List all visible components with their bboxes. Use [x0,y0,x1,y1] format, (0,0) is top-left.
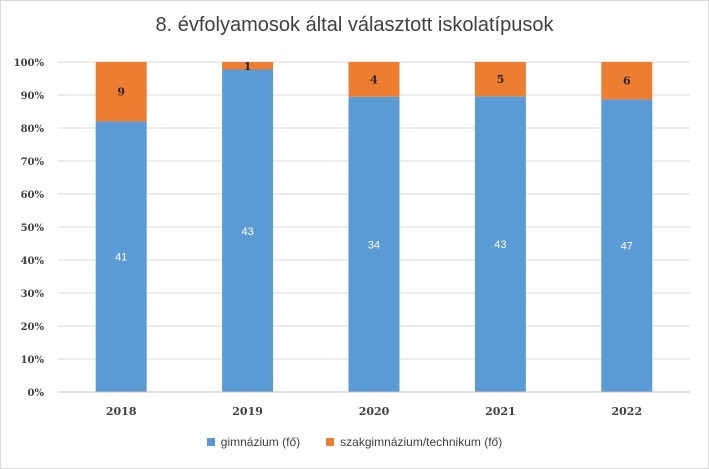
bar-segment [95,62,147,122]
data-label: 43 [241,226,253,238]
data-label: 41 [115,252,127,264]
x-tick-label: 2021 [485,405,516,418]
chart-title: 8. évfolyamosok által választott iskolat… [155,14,554,36]
y-tick-label: 40% [21,256,45,267]
y-tick-label: 70% [21,157,45,168]
bar-segment [222,62,274,70]
data-label: 43 [494,239,506,251]
data-label: 47 [621,241,633,253]
x-tick-label: 2019 [232,405,263,418]
legend-label-szakgimnazium: szakgimnázium/technikum (fő) [340,435,503,449]
legend: gimnázium (fő) szakgimnázium/technikum (… [0,435,709,449]
legend-item-gimnazium: gimnázium (fő) [206,435,301,449]
legend-swatch-szakgimnazium [326,438,335,446]
y-tick-label: 20% [21,322,45,333]
bar-segment [601,99,653,392]
y-tick-label: 50% [21,223,45,234]
legend-label-gimnazium: gimnázium (fő) [220,435,301,449]
bar-segment [348,96,400,392]
y-tick-label: 90% [21,91,45,102]
x-tick-label: 2022 [611,405,642,418]
legend-swatch-gimnazium [206,438,215,446]
y-tick-label: 80% [21,124,45,135]
data-label: 1 [244,60,252,73]
bar-segment [95,121,147,393]
y-tick-label: 100% [14,58,45,69]
bar-segment [601,62,653,100]
y-tick-label: 60% [21,190,45,201]
x-tick-label: 2018 [106,405,137,418]
data-label: 34 [368,239,380,251]
data-label: 4 [370,73,378,86]
bar-segment [222,69,274,392]
y-tick-label: 0% [28,388,45,399]
x-tick-label: 2020 [359,405,390,418]
bar-segment [348,62,400,97]
data-label: 6 [623,75,631,88]
bar-segment [474,96,526,392]
bar-segment [474,62,526,97]
y-tick-label: 30% [21,289,45,300]
legend-item-szakgimnazium: szakgimnázium/technikum (fő) [326,435,502,449]
data-label: 5 [497,73,505,86]
data-label: 9 [117,86,125,99]
y-tick-label: 10% [21,355,45,366]
